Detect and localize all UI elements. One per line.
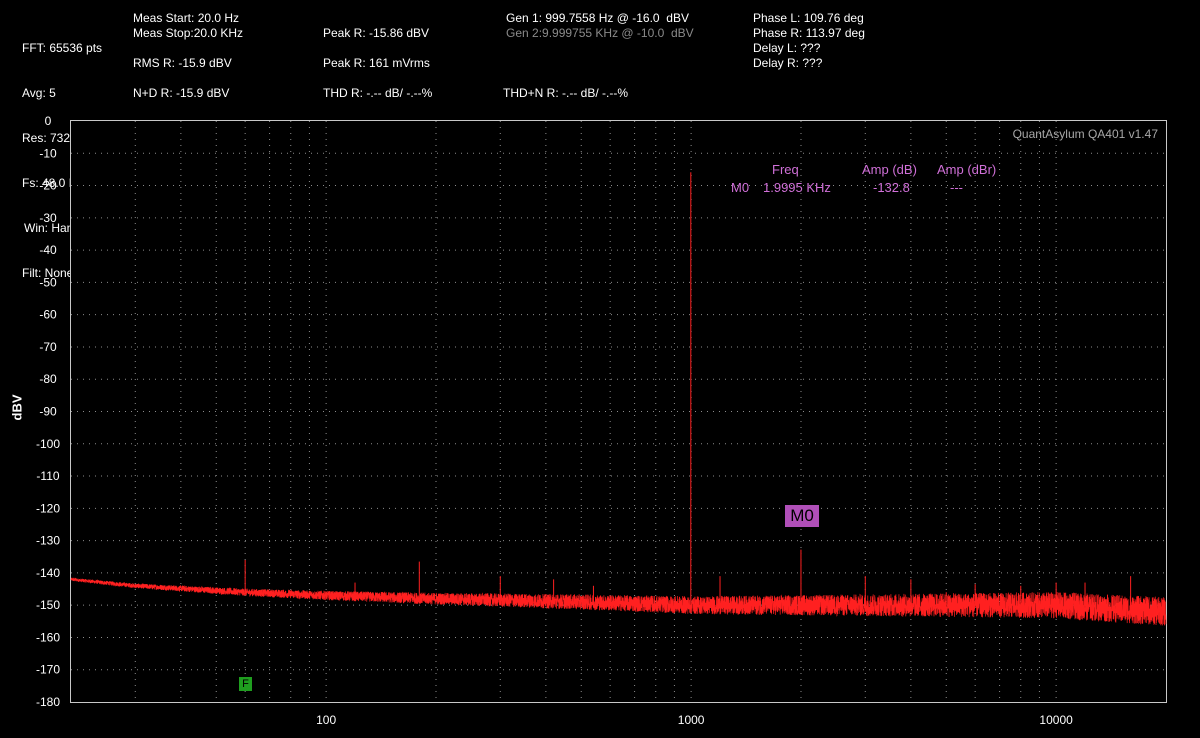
phase-l: Phase L: 109.76 deg: [753, 11, 864, 25]
y-tick-label: -50: [39, 275, 57, 289]
y-tick-label: -30: [39, 211, 57, 225]
y-tick-label: 0: [45, 114, 52, 128]
meas-start: Meas Start: 20.0 Hz: [133, 11, 240, 25]
y-tick-label: -20: [39, 179, 57, 193]
spectrum-trace: [70, 577, 1167, 626]
y-tick-label: -120: [36, 501, 60, 515]
y-tick-label: -60: [39, 308, 57, 322]
marker-header-freq: Freq: [772, 162, 799, 177]
gen1: Gen 1: 999.7558 Hz @ -16.0 dBV: [506, 11, 689, 25]
marker-header-amp-db: Amp (dB): [862, 162, 917, 177]
y-tick-label: -160: [36, 630, 60, 644]
y-tick-label: -150: [36, 598, 60, 612]
y-axis-title: dBV: [9, 394, 25, 421]
x-tick-label: 10000: [1039, 713, 1073, 727]
averages: Avg: 5: [22, 86, 56, 100]
filter-badge[interactable]: F: [239, 677, 252, 691]
marker-header-amp-dbr: Amp (dBr): [937, 162, 997, 177]
gen2: Gen 2:9.999755 KHz @ -10.0 dBV: [506, 26, 694, 40]
meas-stop: Meas Stop:20.0 KHz: [133, 26, 244, 40]
y-tick-label: -90: [39, 405, 57, 419]
y-tick-label: -140: [36, 566, 60, 580]
filter-type: Filt: None: [22, 266, 74, 280]
peak-r-mv: Peak R: 161 mVrms: [323, 56, 430, 70]
marker-m0-badge[interactable]: M0: [785, 505, 819, 527]
y-tick-label: -180: [36, 695, 60, 709]
y-tick-label: -40: [39, 243, 57, 257]
fft-points: FFT: 65536 pts: [22, 41, 103, 55]
peak-r-dbv: Peak R: -15.86 dBV: [323, 26, 430, 40]
thdn-r: THD+N R: -.-- dB/ -.--%: [503, 86, 628, 100]
marker-row-freq: 1.9995 KHz: [763, 180, 831, 195]
y-tick-label: -130: [36, 534, 60, 548]
y-tick-label: -100: [36, 437, 60, 451]
marker-row-amp-dbr: ---: [950, 180, 963, 195]
y-tick-label: -70: [39, 340, 57, 354]
x-tick-label: 100: [316, 713, 336, 727]
marker-row-name: M0: [731, 180, 750, 195]
delay-r: Delay R: ???: [753, 56, 823, 70]
y-tick-label: -170: [36, 663, 60, 677]
rms-r: RMS R: -15.9 dBV: [133, 56, 232, 70]
watermark: QuantAsylum QA401 v1.47: [1012, 127, 1158, 141]
y-tick-label: -110: [36, 469, 59, 483]
thd-r: THD R: -.-- dB/ -.--%: [323, 86, 433, 100]
nd-r: N+D R: -15.9 dBV: [133, 86, 230, 100]
x-tick-label: 1000: [678, 713, 705, 727]
marker-row-amp-db: -132.8: [873, 180, 910, 195]
phase-r: Phase R: 113.97 deg: [753, 26, 865, 40]
delay-l: Delay L: ???: [753, 41, 821, 55]
y-tick-label: -80: [39, 372, 57, 386]
y-tick-label: -10: [39, 146, 57, 160]
